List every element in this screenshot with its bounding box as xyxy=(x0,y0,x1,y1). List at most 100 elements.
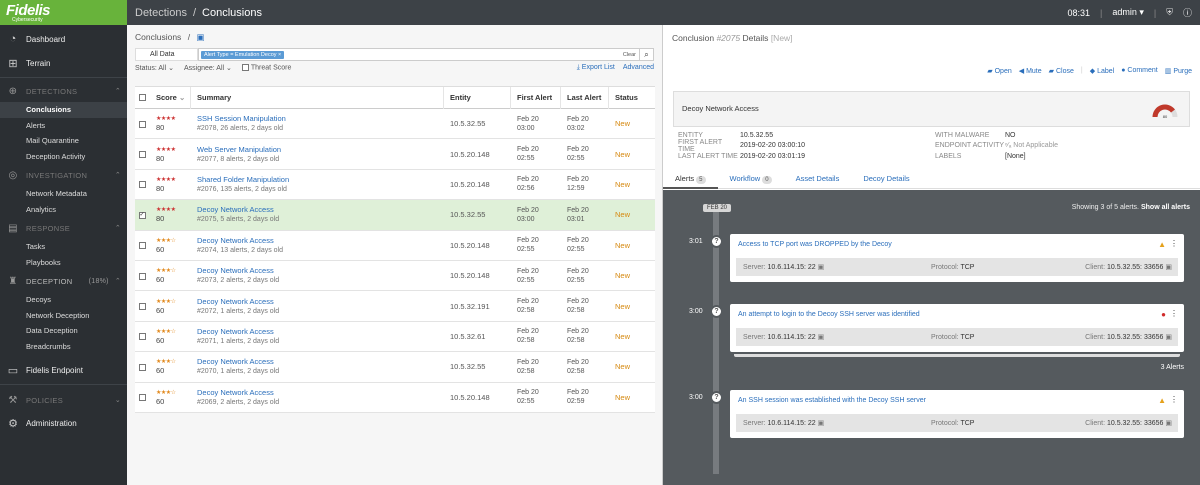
table-row[interactable]: ★★★☆ 60 Decoy Network Access #2074, 13 aler… xyxy=(135,230,655,261)
col-score[interactable]: Score ⌄ xyxy=(151,86,191,109)
tab-workflow[interactable]: Workflow 0 xyxy=(718,169,784,189)
alert-expand-icon[interactable]: ? xyxy=(710,305,723,318)
tab-asset-details[interactable]: Asset Details xyxy=(784,169,852,189)
open-button[interactable]: ▰ Open xyxy=(987,67,1011,75)
table-row[interactable]: ★★★☆ 60 Decoy Network Access #2070, 1 alert… xyxy=(135,352,655,383)
alert-card[interactable]: Access to TCP port was DROPPED by the De… xyxy=(730,234,1184,282)
row-checkbox[interactable] xyxy=(138,394,146,402)
row-checkbox[interactable] xyxy=(138,150,146,158)
col-last-alert[interactable]: Last Alert xyxy=(561,86,609,109)
col-status[interactable]: Status xyxy=(615,93,638,102)
threat-score-checkbox[interactable] xyxy=(241,64,249,72)
sidebar-item-network-metadata[interactable]: Network Metadata xyxy=(26,189,87,198)
server-value[interactable]: 10.6.114.15: 22 xyxy=(767,420,816,427)
user-menu[interactable]: admin ▾ xyxy=(1112,7,1144,18)
col-first-alert[interactable]: First Alert xyxy=(511,86,561,109)
filter-chip[interactable]: Alert Type = Emulation Decoy × xyxy=(201,50,285,59)
sidebar-item-breadcrumbs[interactable]: Breadcrumbs xyxy=(26,341,71,351)
alert-expand-icon[interactable]: ? xyxy=(710,235,723,248)
alert-title[interactable]: An SSH session was established with the … xyxy=(738,397,926,404)
more-options-icon[interactable]: ⋮ xyxy=(1170,395,1178,404)
sidebar-item-fidelis-endpoint[interactable]: ▭ Fidelis Endpoint xyxy=(0,358,127,382)
summary-title[interactable]: Decoy Network Access xyxy=(197,235,274,245)
sidebar-item-dashboard[interactable]: ◔ Dashboard xyxy=(0,27,127,51)
row-checkbox[interactable]: ✓ xyxy=(138,211,146,219)
port-info-icon[interactable]: ▣ xyxy=(1165,334,1172,341)
label-button[interactable]: ◆ Label xyxy=(1090,67,1114,75)
summary-title[interactable]: Web Server Manipulation xyxy=(197,144,282,154)
alert-card[interactable]: An SSH session was established with the … xyxy=(730,390,1184,438)
alert-title[interactable]: Access to TCP port was DROPPED by the De… xyxy=(738,241,892,248)
table-row[interactable]: ✓ ★★★★ 80 Decoy Network Access #2075, 5 aler… xyxy=(135,200,655,231)
table-row[interactable]: ★★★★ 80 Web Server Manipulation #2077, 8 al… xyxy=(135,139,655,170)
threat-score-toggle[interactable]: Threat Score xyxy=(241,64,291,72)
tab-decoy-details[interactable]: Decoy Details xyxy=(851,169,921,189)
more-options-icon[interactable]: ⋮ xyxy=(1170,309,1178,318)
table-row[interactable]: ★★★☆ 60 Decoy Network Access #2073, 2 alert… xyxy=(135,260,655,292)
client-value[interactable]: 10.5.32.55: 33656 xyxy=(1106,264,1164,271)
port-info-icon[interactable]: ▣ xyxy=(817,420,825,427)
section-deception[interactable]: ♜ DECEPTION (18%) ⌃ xyxy=(0,270,127,292)
mute-button[interactable]: ◀ Mute xyxy=(1019,67,1042,75)
section-policies[interactable]: ⚒ POLICIES ⌄ xyxy=(0,389,127,411)
summary-title[interactable]: Decoy Network Access xyxy=(197,205,274,215)
sidebar-item-administration[interactable]: ⚙ Administration xyxy=(0,411,127,435)
server-value[interactable]: 10.6.114.15: 22 xyxy=(767,334,816,341)
client-value[interactable]: 10.5.32.55: 33656 xyxy=(1106,334,1164,341)
col-entity[interactable]: Entity xyxy=(444,86,511,109)
sidebar-item-decoys[interactable]: Decoys xyxy=(26,295,52,304)
close-button[interactable]: ▰ Close xyxy=(1049,67,1074,75)
comment-button[interactable]: ● Comment xyxy=(1121,67,1158,75)
table-row[interactable]: ★★★★ 80 Shared Folder Manipulation #2076, 1… xyxy=(135,169,655,201)
filter-input[interactable]: Alert Type = Emulation Decoy × Clear xyxy=(198,48,640,61)
alert-title[interactable]: An attempt to login to the Decoy SSH ser… xyxy=(738,311,920,318)
sidebar-item-network-deception[interactable]: Network Deception xyxy=(26,310,90,320)
select-all-checkbox[interactable] xyxy=(138,94,146,102)
port-info-icon[interactable]: ▣ xyxy=(1165,264,1172,271)
show-all-alerts-link[interactable]: Show all alerts xyxy=(1140,204,1190,211)
sidebar-item-data-deception[interactable]: Data Deception xyxy=(26,326,78,335)
status-filter[interactable]: Status: All ⌄ xyxy=(135,64,174,72)
sidebar-item-conclusions[interactable]: Conclusions xyxy=(0,102,127,118)
table-row[interactable]: ★★★☆ 60 Decoy Network Access #2071, 1 alert… xyxy=(135,321,655,353)
client-value[interactable]: 10.5.32.55: 33656 xyxy=(1106,420,1164,427)
row-checkbox[interactable] xyxy=(138,272,146,280)
port-info-icon[interactable]: ▣ xyxy=(817,334,825,341)
section-investigation[interactable]: ◎ INVESTIGATION ⌃ xyxy=(0,164,127,186)
sidebar-item-deception-activity[interactable]: Deception Activity xyxy=(26,151,86,161)
export-list-button[interactable]: ⤓ Export List xyxy=(577,64,615,72)
summary-title[interactable]: Decoy Network Access xyxy=(197,387,274,397)
sidebar-item-mail-quarantine[interactable]: Mail Quarantine xyxy=(26,136,79,145)
summary-title[interactable]: Shared Folder Manipulation xyxy=(197,174,290,184)
section-detections[interactable]: ⊕ DETECTIONS ⌃ xyxy=(0,80,127,102)
row-checkbox[interactable] xyxy=(138,120,146,128)
shield-alert-icon[interactable]: ⛨ xyxy=(1166,7,1173,17)
col-summary[interactable]: Summary xyxy=(191,86,444,109)
summary-title[interactable]: Decoy Network Access xyxy=(197,296,274,306)
row-checkbox[interactable] xyxy=(138,363,146,371)
row-checkbox[interactable] xyxy=(138,302,146,310)
fidelis-logo[interactable]: Fidelis Cybersecurity xyxy=(0,0,127,25)
advanced-link[interactable]: Advanced xyxy=(622,64,654,71)
more-options-icon[interactable]: ⋮ xyxy=(1170,239,1178,248)
table-row[interactable]: ★★★☆ 60 Decoy Network Access #2072, 1 alert… xyxy=(135,291,655,322)
row-checkbox[interactable] xyxy=(138,333,146,341)
tab-alerts[interactable]: Alerts 5 xyxy=(663,169,718,189)
entity-value[interactable]: 10.5.32.55 xyxy=(740,131,774,139)
sidebar-item-tasks[interactable]: Tasks xyxy=(26,242,46,251)
alert-card[interactable]: An attempt to login to the Decoy SSH ser… xyxy=(730,304,1184,352)
table-row[interactable]: ★★★☆ 60 Decoy Network Access #2069, 2 alert… xyxy=(135,382,655,413)
sidebar-item-alerts[interactable]: Alerts xyxy=(26,120,46,130)
summary-title[interactable]: Decoy Network Access xyxy=(197,326,274,336)
chip-close-icon[interactable]: × xyxy=(278,51,282,58)
info-icon[interactable]: ⓘ xyxy=(1182,8,1192,18)
save-icon[interactable]: ▣ xyxy=(196,32,205,42)
purge-button[interactable]: ▥ Purge xyxy=(1165,67,1192,75)
sidebar-item-analytics[interactable]: Analytics xyxy=(26,204,57,214)
summary-title[interactable]: SSH Session Manipulation xyxy=(197,114,286,124)
summary-title[interactable]: Decoy Network Access xyxy=(197,357,274,367)
alert-expand-icon[interactable]: ? xyxy=(710,391,723,404)
clear-button[interactable]: Clear xyxy=(622,51,636,58)
port-info-icon[interactable]: ▣ xyxy=(817,264,825,271)
assignee-filter[interactable]: Assignee: All ⌄ xyxy=(184,64,232,72)
